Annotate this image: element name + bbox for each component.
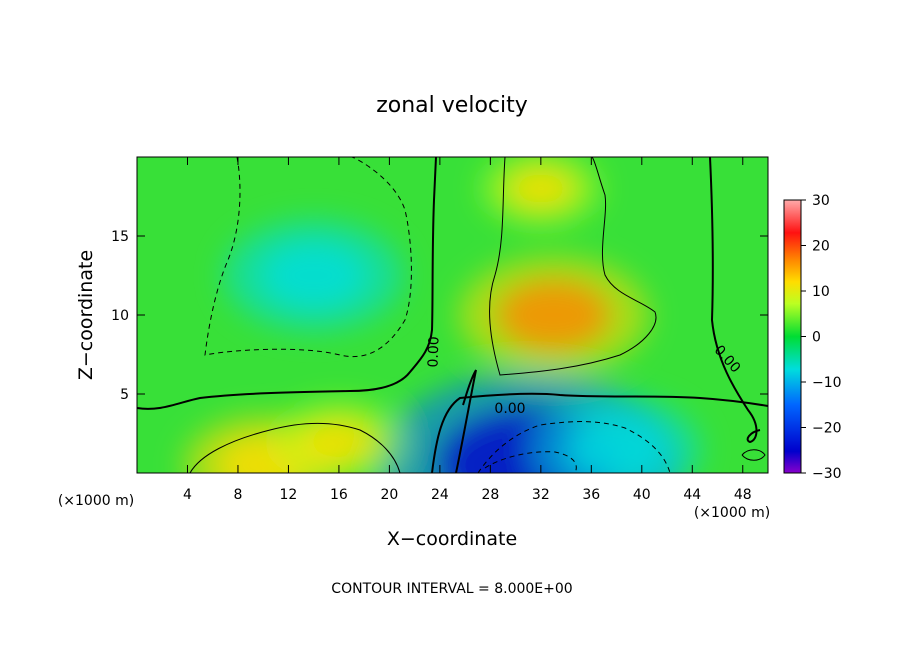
x-unit-right: (×1000 m) (694, 505, 770, 521)
colorbar-ticks: 30 20 10 0 −10 −20 −30 (801, 193, 842, 482)
y-tick-label: 10 (111, 308, 129, 324)
y-axis-label: Z−coordinate (75, 250, 97, 380)
x-tick-label: 12 (280, 487, 298, 503)
velocity-feature (299, 416, 378, 466)
x-tick-label: 24 (431, 487, 449, 503)
x-tick-label: 44 (683, 487, 701, 503)
velocity-feature (496, 279, 611, 351)
contour-interval-note: CONTOUR INTERVAL = 8.000E+00 (331, 581, 572, 597)
contour-neg-core (484, 451, 577, 473)
x-tick-label: 32 (532, 487, 550, 503)
contour-zero-right (431, 392, 768, 473)
contour-pos-small (741, 449, 766, 461)
colorbar-tick-label: 30 (812, 193, 830, 209)
contour-lines (137, 157, 768, 473)
contour-pos-lower-left (189, 422, 401, 473)
velocity-field (183, 157, 702, 473)
contour-zero-east (709, 157, 761, 444)
x-unit-left: (×1000 m) (58, 493, 134, 509)
velocity-feature (565, 417, 668, 473)
y-axis: 5 10 15 (111, 229, 768, 403)
contour-zero-bump (455, 369, 477, 473)
x-tick-label: 8 (233, 487, 242, 503)
contour-neg-lower (477, 421, 671, 473)
x-tick-label: 20 (380, 487, 398, 503)
x-tick-label: 40 (633, 487, 651, 503)
colorbar-tick-label: 20 (812, 239, 830, 255)
colorbar-tick-label: −20 (812, 421, 842, 437)
x-tick-label: 28 (481, 487, 499, 503)
y-tick-label: 15 (111, 229, 129, 245)
contour-label: 0.00 (494, 401, 525, 417)
contour-label: 0.00 (425, 336, 442, 368)
x-tick-label: 48 (734, 487, 752, 503)
contour-zero-left (137, 157, 437, 410)
x-axis: 4 8 12 16 20 24 28 32 36 40 44 48 (183, 157, 752, 503)
colorbar-tick-label: −10 (812, 375, 842, 391)
velocity-feature (504, 165, 577, 212)
colorbar-gradient (783, 199, 802, 474)
colorbar-tick-label: 10 (812, 284, 830, 300)
x-tick-label: 36 (582, 487, 600, 503)
x-axis-label: X−coordinate (387, 528, 517, 550)
chart-title: zonal velocity (376, 93, 528, 118)
colorbar-tick-label: −30 (812, 466, 842, 482)
y-tick-label: 5 (120, 387, 129, 403)
contour-pos-mid (489, 157, 657, 376)
contour-neg-upper-left (204, 157, 412, 357)
x-tick-label: 4 (183, 487, 192, 503)
colorbar: 30 20 10 0 −10 −20 −30 (783, 193, 842, 482)
x-tick-label: 16 (330, 487, 348, 503)
plot-area: 0.00 0.00 0.00 4 8 12 16 20 24 28 32 36 40 44 48 51… (111, 156, 769, 503)
velocity-feature (259, 241, 368, 310)
colorbar-tick-label: 0 (812, 330, 821, 346)
